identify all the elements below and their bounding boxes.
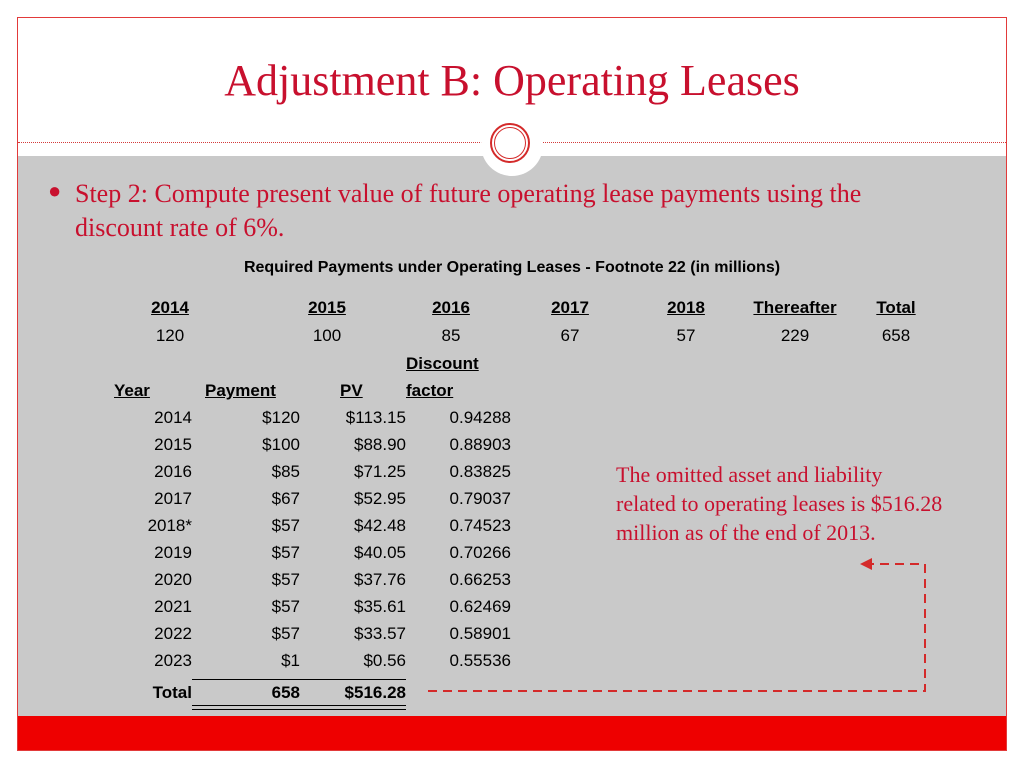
col-header-pv: PV xyxy=(340,381,363,400)
row-pv: $40.05 xyxy=(354,543,406,562)
row-pv: $113.15 xyxy=(345,408,406,427)
row-payment: $1 xyxy=(281,651,300,670)
row-payment: $120 xyxy=(262,408,300,427)
summary-header: 2017 xyxy=(551,298,589,317)
summary-header: 2014 xyxy=(151,298,189,317)
total-double-rule xyxy=(192,705,406,710)
row-year: 2021 xyxy=(154,597,192,616)
row-pv: $42.48 xyxy=(354,516,406,535)
row-payment: $57 xyxy=(271,516,300,535)
content-band xyxy=(18,156,1006,716)
summary-value: 85 xyxy=(441,326,461,345)
row-pv: $33.57 xyxy=(354,624,406,643)
row-pv: $35.61 xyxy=(354,597,406,616)
row-payment: $85 xyxy=(271,462,300,481)
row-year: 2019 xyxy=(154,543,192,562)
row-factor: 0.62469 xyxy=(449,597,511,616)
row-pv: $37.76 xyxy=(354,570,406,589)
total-label: Total xyxy=(152,683,192,702)
summary-value: 67 xyxy=(560,326,580,345)
row-payment: $57 xyxy=(271,570,300,589)
total-payment: 658 xyxy=(271,683,300,702)
summary-value: 120 xyxy=(155,326,185,345)
row-factor: 0.55536 xyxy=(449,651,511,670)
row-factor: 0.70266 xyxy=(449,543,511,562)
step-text: Step 2: Compute present value of future … xyxy=(75,179,862,242)
col-header-payment: Payment xyxy=(205,381,276,400)
subtotal-rule xyxy=(192,679,406,680)
row-factor: 0.83825 xyxy=(449,462,511,481)
row-year: 2022 xyxy=(154,624,192,643)
row-payment: $100 xyxy=(262,435,300,454)
summary-header: Thereafter xyxy=(753,298,837,317)
footer-bar xyxy=(18,716,1006,750)
row-year: 2023 xyxy=(154,651,192,670)
row-factor: 0.74523 xyxy=(449,516,511,535)
col-header-factor-line2: factor xyxy=(406,381,454,400)
row-factor: 0.88903 xyxy=(449,435,511,454)
row-factor: 0.66253 xyxy=(449,570,511,589)
row-payment: $57 xyxy=(271,543,300,562)
summary-header: 2015 xyxy=(308,298,346,317)
row-year: 2018* xyxy=(147,516,192,535)
ring-inner-icon xyxy=(494,127,526,159)
summary-value: 229 xyxy=(780,326,810,345)
row-payment: $57 xyxy=(271,597,300,616)
slide-frame xyxy=(17,17,1007,751)
summary-value: 100 xyxy=(312,326,342,345)
row-year: 2016 xyxy=(154,462,192,481)
row-payment: $57 xyxy=(271,624,300,643)
row-factor: 0.94288 xyxy=(449,408,511,427)
summary-header: 2016 xyxy=(432,298,470,317)
summary-value: 658 xyxy=(881,326,911,345)
row-pv: $71.25 xyxy=(354,462,406,481)
row-year: 2020 xyxy=(154,570,192,589)
table-caption: Required Payments under Operating Leases… xyxy=(243,259,781,276)
summary-header: Total xyxy=(876,298,916,317)
summary-header: 2018 xyxy=(667,298,705,317)
summary-value: 57 xyxy=(676,326,696,345)
row-year: 2015 xyxy=(154,435,192,454)
row-pv: $52.95 xyxy=(354,489,406,508)
row-year: 2014 xyxy=(154,408,192,427)
bullet-icon: ● xyxy=(48,178,62,203)
slide-title: Adjustment B: Operating Leases xyxy=(224,56,800,105)
row-pv: $88.90 xyxy=(354,435,406,454)
row-factor: 0.79037 xyxy=(449,489,511,508)
row-factor: 0.58901 xyxy=(449,624,511,643)
col-header-factor-line1: Discount xyxy=(406,354,479,373)
col-header-year: Year xyxy=(114,381,150,400)
row-pv: $0.56 xyxy=(363,651,406,670)
row-payment: $67 xyxy=(271,489,300,508)
row-year: 2017 xyxy=(154,489,192,508)
total-pv: $516.28 xyxy=(344,683,406,702)
callout-note: The omitted asset and liability related … xyxy=(616,462,943,545)
